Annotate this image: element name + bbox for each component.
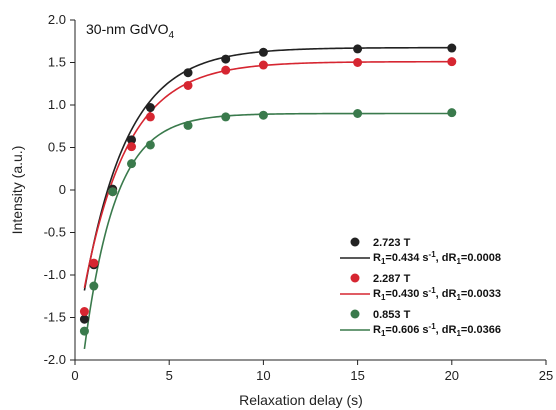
data-point — [221, 65, 231, 75]
data-point — [145, 140, 155, 150]
data-points — [79, 43, 457, 336]
y-tick-label: 1.0 — [48, 97, 66, 112]
legend-marker — [350, 309, 360, 319]
fit-curve — [83, 60, 452, 289]
x-axis-label: Relaxation delay (s) — [239, 392, 363, 408]
data-point — [258, 110, 268, 120]
data-point — [447, 108, 457, 118]
y-tick-label: 0.5 — [48, 140, 66, 155]
legend-marker — [350, 273, 360, 283]
data-point — [447, 43, 457, 53]
legend-series-name: 2.723 T — [373, 237, 411, 249]
data-point — [258, 60, 268, 70]
axes: 0 5 10 15 20 25 -2.0 -1.5 -1.0 -0.5 0 0.5 1.0 1.5 2.0 — [44, 12, 554, 383]
y-tick-label: -0.5 — [44, 225, 66, 240]
annotation-prefix: 30-nm GdVO — [86, 21, 169, 37]
data-point — [353, 58, 363, 67]
legend-fit-label: R1=0.430 s-1, dR1=0.0033 — [373, 286, 501, 302]
data-point — [79, 314, 89, 324]
data-point — [221, 112, 231, 122]
y-tick-label: 0 — [59, 182, 66, 197]
data-point — [145, 112, 155, 122]
legend-fit-label: R1=0.606 s-1, dR1=0.0366 — [373, 322, 501, 338]
fit-curves — [83, 46, 452, 350]
data-point — [89, 281, 99, 291]
data-point — [145, 103, 155, 113]
y-tick-label: 1.5 — [48, 55, 66, 70]
data-point — [127, 135, 137, 145]
y-tick-label: -1.5 — [44, 310, 66, 325]
x-tick-label: 20 — [445, 368, 459, 383]
x-tick-label: 15 — [350, 368, 364, 383]
data-point — [447, 57, 457, 67]
fit-curve — [83, 46, 452, 291]
x-tick-label: 10 — [256, 368, 270, 383]
data-point — [127, 159, 137, 169]
annotation-subscript: 4 — [168, 30, 174, 41]
data-point — [183, 68, 193, 78]
legend-series-name: 2.287 T — [373, 273, 411, 285]
data-point — [183, 80, 193, 90]
legend-series-name: 0.853 T — [373, 309, 411, 321]
legend-fit-label: R1=0.434 s-1, dR1=0.0008 — [373, 250, 501, 266]
data-point — [183, 120, 193, 130]
data-point — [79, 326, 89, 336]
x-tick-label: 5 — [166, 368, 173, 383]
fit-curve — [83, 112, 452, 350]
x-tick-label: 25 — [539, 368, 553, 383]
data-point — [89, 258, 99, 268]
data-point — [353, 44, 363, 54]
data-point — [258, 47, 268, 57]
data-point — [108, 187, 118, 197]
sample-annotation: 30-nm GdVO4 — [86, 21, 174, 41]
data-point — [79, 307, 89, 317]
data-point — [127, 142, 137, 152]
x-tick-label: 0 — [71, 368, 78, 383]
y-tick-label: 2.0 — [48, 12, 66, 27]
y-axis-label: Intensity (a.u.) — [9, 146, 25, 235]
data-point — [221, 54, 231, 64]
legend-marker — [350, 237, 360, 247]
y-tick-label: -2.0 — [44, 352, 66, 367]
data-point — [353, 109, 363, 118]
y-tick-label: -1.0 — [44, 267, 66, 282]
